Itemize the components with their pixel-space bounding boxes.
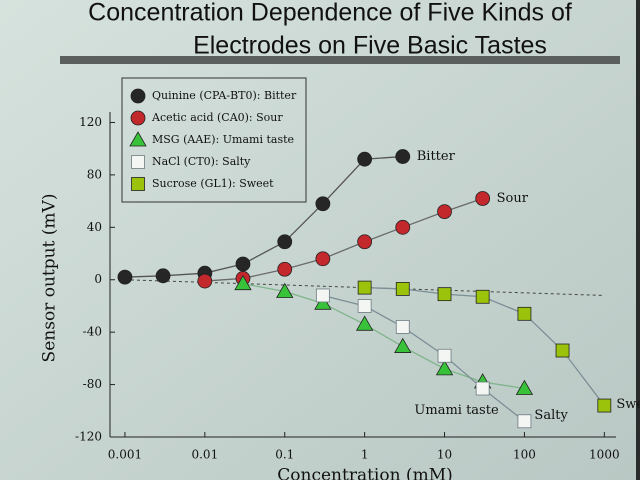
marker (130, 110, 146, 126)
marker (234, 274, 252, 291)
x-tick-label: 1 (361, 448, 369, 462)
marker (555, 343, 570, 358)
legend-label: Acetic acid (CA0): Sour (151, 111, 283, 124)
x-tick-label: 0.01 (191, 448, 218, 462)
marker (357, 151, 373, 167)
marker (277, 261, 293, 277)
x-tick-label: 1000 (589, 448, 620, 462)
marker (315, 196, 331, 212)
marker (437, 348, 452, 363)
marker (315, 288, 330, 303)
legend-label: MSG (AAE): Umami taste (152, 133, 294, 146)
marker (515, 379, 534, 395)
x-axis-label: Concentration (mM) (277, 466, 452, 480)
series-line (242, 283, 525, 390)
marker (475, 381, 490, 396)
marker (437, 204, 452, 219)
marker (357, 234, 373, 250)
series-label: Sour (497, 191, 529, 206)
y-axis-label: Sensor output (mV) (40, 194, 60, 363)
marker (395, 320, 410, 334)
marker (155, 268, 171, 284)
chart-title: Electrodes on Five Basic Tastes (193, 32, 547, 60)
series-label: Sweet (616, 397, 640, 412)
marker (197, 273, 213, 289)
marker (131, 155, 145, 169)
marker (357, 280, 372, 295)
y-tick-label: 0 (94, 272, 102, 286)
legend-label: Sucrose (GL1): Sweet (152, 177, 274, 190)
marker (395, 149, 411, 164)
legend-label: NaCl (CT0): Salty (152, 155, 251, 168)
marker (437, 287, 452, 302)
marker (129, 131, 147, 147)
marker (276, 282, 294, 298)
marker (395, 219, 411, 235)
chart-title: Concentration Dependence of Five Kinds o… (88, 0, 572, 27)
marker (355, 315, 374, 331)
marker (517, 414, 532, 429)
marker (394, 337, 412, 353)
marker (517, 306, 532, 321)
title-rule (60, 56, 620, 64)
x-tick-label: 0.1 (275, 448, 294, 462)
y-tick-label: 40 (87, 220, 102, 234)
x-tick-label: 10 (437, 448, 452, 462)
marker (395, 282, 410, 296)
marker (117, 269, 133, 285)
marker (277, 234, 293, 250)
y-tick-label: 80 (87, 167, 102, 181)
marker (315, 251, 331, 267)
series-label: Salty (534, 408, 568, 423)
legend-box (121, 77, 307, 203)
marker (357, 299, 372, 313)
marker (435, 360, 454, 376)
series-line (322, 294, 525, 422)
y-tick-label: -120 (75, 430, 102, 444)
marker (235, 256, 251, 272)
marker (597, 398, 612, 413)
series-label: Bitter (417, 149, 456, 164)
legend-label: Quinine (CPA-BT0): Bitter (152, 89, 297, 102)
y-tick-label: 120 (79, 115, 102, 129)
x-tick-label: 100 (513, 448, 536, 462)
marker (131, 177, 145, 191)
series-label: Umami taste (414, 403, 499, 418)
marker (475, 289, 490, 304)
marker (475, 191, 491, 206)
x-tick-label: 0.001 (108, 448, 142, 462)
marker (130, 88, 146, 104)
y-tick-label: -80 (83, 377, 102, 391)
y-tick-label: -40 (83, 325, 102, 339)
